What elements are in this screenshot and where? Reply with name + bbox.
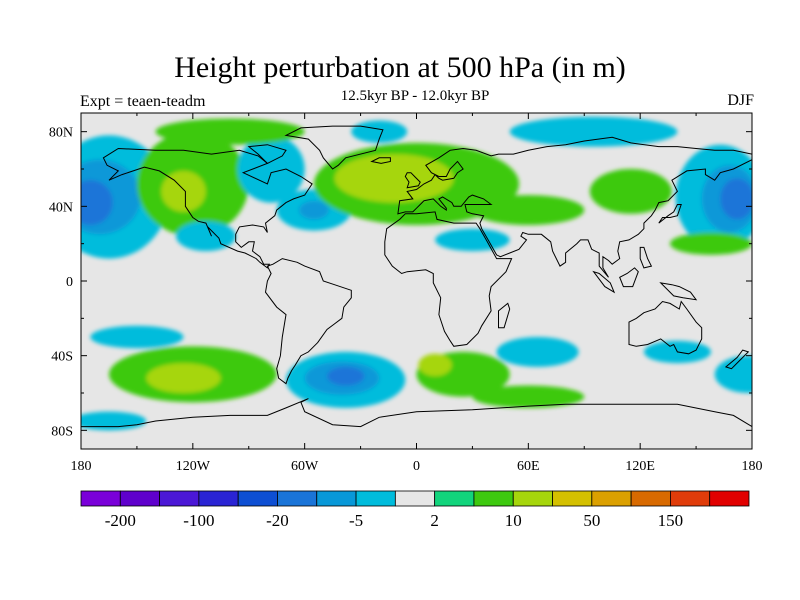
x-tick-label: 120W xyxy=(176,459,211,474)
colorbar-box xyxy=(434,490,475,507)
map-subtitle: 12.5kyr BP - 12.0kyr BP xyxy=(340,88,490,104)
field-antarc-cyan xyxy=(81,411,147,431)
season-label: DJF xyxy=(727,92,754,109)
colorbar-label: 50 xyxy=(583,511,600,530)
colorbar-label: 10 xyxy=(505,511,522,530)
colorbar-label: -20 xyxy=(266,511,289,530)
coastline-madagascar xyxy=(498,302,511,329)
field-asia-green xyxy=(472,195,585,225)
colorbar-box xyxy=(552,490,593,507)
colorbar-box xyxy=(80,490,121,507)
coastline-greenland xyxy=(284,125,384,170)
coastline-australia xyxy=(628,300,703,355)
field-siberia-green xyxy=(589,169,672,214)
colorbar-label: -5 xyxy=(349,511,363,530)
coastline-eurasia xyxy=(397,136,752,278)
coastline-borneo xyxy=(619,267,639,288)
x-tick-label: 60E xyxy=(517,459,540,474)
colorbar-label: 2 xyxy=(430,511,439,530)
field-eurasia-yellow xyxy=(334,154,454,203)
x-tick-label: 180 xyxy=(71,459,92,474)
y-tick-label: 40N xyxy=(49,200,73,215)
field-arctic-cyan-east xyxy=(509,116,678,147)
colorbar-box xyxy=(355,490,396,507)
coastline-uk xyxy=(404,172,421,189)
colorbar-box xyxy=(473,490,514,507)
coastline-new-zealand xyxy=(724,349,750,370)
colorbar-label: -100 xyxy=(183,511,214,530)
coastline-africa xyxy=(384,211,513,347)
y-tick-label: 80N xyxy=(49,126,73,141)
coastline-philippines xyxy=(639,246,653,269)
field-satl-dark xyxy=(327,366,365,386)
field-sind-green2 xyxy=(472,385,585,408)
coastline-antarctica xyxy=(81,398,752,428)
colorbar-label: -200 xyxy=(105,511,136,530)
field-sind-yellow xyxy=(418,353,452,377)
y-tick-label: 0 xyxy=(66,275,73,290)
coastline-japan xyxy=(658,204,682,224)
colorbar-box xyxy=(670,490,711,507)
colorbar-box xyxy=(119,490,160,507)
field-natl-blue xyxy=(299,200,329,220)
coastline-new-guinea xyxy=(659,282,698,301)
coastline-north-america xyxy=(102,147,313,269)
x-tick-label: 120E xyxy=(625,459,655,474)
colorbar-box xyxy=(512,490,553,507)
colorbar-box xyxy=(237,490,278,507)
coastline-iceland xyxy=(370,157,391,164)
colorbar-box xyxy=(591,490,632,507)
x-tick-label: 60W xyxy=(291,459,319,474)
field-baffin-cyan xyxy=(237,135,305,203)
field-sp-cyan-w xyxy=(90,325,184,349)
coastline-baffin xyxy=(247,144,287,165)
colorbar-box xyxy=(316,490,357,507)
experiment-label: Expt = teaen-teadm xyxy=(80,93,206,110)
colorbar-box xyxy=(159,490,200,507)
colorbar-box xyxy=(630,490,671,507)
map-title: Height perturbation at 500 hPa (in m) xyxy=(174,51,626,84)
field-mideast-cyan xyxy=(435,228,510,252)
field-sind-cyan xyxy=(496,337,579,367)
y-tick-label: 80S xyxy=(51,424,73,439)
colorbar-box xyxy=(198,490,239,507)
field-pac-dark xyxy=(81,180,113,225)
field-namer-yellow xyxy=(161,170,206,212)
coastline-south-america xyxy=(264,258,352,385)
x-tick-label: 0 xyxy=(413,459,420,474)
colorbar-box xyxy=(394,490,436,507)
colorbar-box xyxy=(709,490,750,507)
field-sw-green xyxy=(669,232,752,255)
field-arctic-cyan-west xyxy=(351,120,408,143)
colorbar-label: 150 xyxy=(658,511,684,530)
y-tick-label: 40S xyxy=(51,350,73,365)
colorbar-box xyxy=(277,490,318,507)
field-pac-east-dark xyxy=(720,178,752,220)
field-spac-cyan-e xyxy=(714,355,752,393)
field-arctic-green xyxy=(155,118,305,145)
field-sp-yellow-w xyxy=(146,363,221,394)
x-tick-label: 180 xyxy=(742,459,763,474)
coastline-sumatra xyxy=(592,270,616,294)
